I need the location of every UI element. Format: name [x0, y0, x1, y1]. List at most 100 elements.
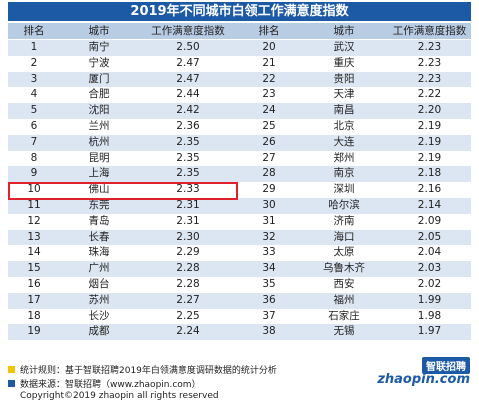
- table-cell: 2.44: [176, 88, 200, 101]
- table-cell: 11: [27, 199, 41, 211]
- table-cell: 南宁: [88, 41, 110, 53]
- table-cell: 佛山: [88, 183, 110, 196]
- table-cell: 2.19: [417, 151, 442, 164]
- table-cell: 31: [262, 214, 276, 227]
- table-cell: 1: [30, 41, 38, 53]
- table-cell: 贵阳: [333, 72, 355, 85]
- logo-domain: zhaopin.com: [377, 372, 470, 387]
- table-cell: 乌鲁木齐: [323, 262, 365, 275]
- table-cell: 深圳: [333, 183, 355, 196]
- table-cell: 20: [262, 41, 276, 53]
- table-cell: 18: [27, 309, 41, 322]
- table-row: [8, 134, 471, 151]
- table-row: [8, 213, 471, 230]
- table-cell: 2.28: [176, 262, 200, 275]
- table-cell: 1.97: [417, 325, 442, 338]
- table-cell: 厦门: [88, 72, 110, 85]
- table-cell: 2.04: [417, 246, 442, 259]
- table-cell: 2.50: [176, 41, 200, 53]
- highlight-box: [8, 182, 238, 200]
- table-cell: 36: [262, 293, 276, 306]
- table-cell: 26: [262, 135, 276, 148]
- table-cell: 天津: [333, 88, 355, 101]
- table-cell: 28: [262, 167, 276, 180]
- bullet: [8, 366, 15, 373]
- table-cell: 2.24: [176, 325, 200, 338]
- table-row: [8, 87, 471, 104]
- logo-name: 智联招聘: [422, 357, 470, 374]
- table-cell: 14: [27, 246, 41, 259]
- column-header: 工作满意度指数: [151, 25, 225, 37]
- table-row: [8, 229, 471, 246]
- table-cell: 济南: [333, 214, 355, 227]
- table-cell: 沈阳: [88, 104, 110, 117]
- table-cell: 2.27: [176, 293, 200, 306]
- table-row: [8, 198, 471, 214]
- table-cell: 15: [27, 262, 41, 275]
- table-cell: 2.47: [176, 56, 200, 69]
- table-cell: 2.02: [417, 278, 442, 290]
- table-cell: 5: [30, 104, 38, 117]
- table-row: [8, 261, 471, 277]
- table-cell: 2.36: [176, 120, 200, 132]
- table-cell: 无锡: [333, 325, 355, 338]
- table-row: [8, 277, 471, 293]
- table-row: [8, 308, 471, 325]
- table-cell: 东莞: [88, 199, 110, 211]
- table-row: [8, 182, 471, 198]
- table-cell: 13: [27, 230, 41, 243]
- table-cell: 3: [30, 72, 38, 85]
- title: 2019年不同城市白领工作满意度指数: [8, 2, 471, 21]
- table-cell: 海口: [333, 230, 355, 243]
- table-cell: 长沙: [88, 309, 110, 322]
- table-cell: 2.14: [417, 199, 442, 211]
- column-header: 工作满意度指数: [392, 25, 467, 37]
- table-cell: 32: [262, 230, 276, 243]
- table-cell: 石家庄: [328, 309, 360, 322]
- table-cell: 烟台: [88, 278, 110, 290]
- table-row: [8, 55, 471, 72]
- column-header: 城市: [88, 25, 110, 37]
- table-cell: 16: [27, 278, 41, 290]
- table-cell: 2.05: [417, 230, 442, 243]
- table-cell: 2.47: [176, 72, 200, 85]
- table-cell: 宁波: [88, 56, 110, 69]
- table-cell: 广州: [88, 262, 110, 275]
- table-cell: 郑州: [333, 151, 355, 164]
- column-header: 排名: [258, 25, 280, 37]
- column-header: 排名: [23, 25, 45, 37]
- table-cell: 12: [27, 214, 41, 227]
- table-cell: 武汉: [333, 41, 355, 53]
- table-cell: 35: [262, 278, 276, 290]
- table-cell: 17: [27, 293, 41, 306]
- table-cell: 南京: [333, 167, 355, 180]
- table-cell: 34: [262, 262, 276, 275]
- table-cell: 21: [262, 56, 276, 69]
- table-row: [8, 166, 471, 183]
- table-cell: 兰州: [88, 120, 110, 132]
- table-cell: 30: [262, 199, 276, 211]
- table-cell: 杭州: [88, 135, 110, 148]
- table-row: [8, 103, 471, 119]
- table-cell: 27: [262, 151, 276, 164]
- table-cell: 23: [262, 88, 276, 101]
- table-cell: 珠海: [88, 246, 110, 259]
- table-cell: 6: [30, 120, 38, 132]
- table-cell: 2.25: [176, 309, 200, 322]
- table-cell: 福州: [333, 293, 355, 306]
- table-cell: 合肥: [88, 88, 110, 101]
- table-cell: 24: [262, 104, 276, 117]
- table-cell: 苏州: [88, 293, 110, 306]
- table-cell: 2.35: [176, 151, 200, 164]
- table-cell: 22: [262, 72, 276, 85]
- table-cell: 29: [262, 183, 276, 196]
- table-cell: 长春: [88, 230, 110, 243]
- table-cell: 2.42: [176, 104, 200, 117]
- table-row: [8, 119, 471, 135]
- table-cell: 2.03: [417, 262, 442, 275]
- footer-source: 数据来源：智联招聘（www.zhaopin.com）: [20, 380, 201, 390]
- table-cell: 2.31: [176, 199, 200, 211]
- table-cell: 2.22: [417, 88, 442, 101]
- table-cell: 19: [27, 325, 41, 338]
